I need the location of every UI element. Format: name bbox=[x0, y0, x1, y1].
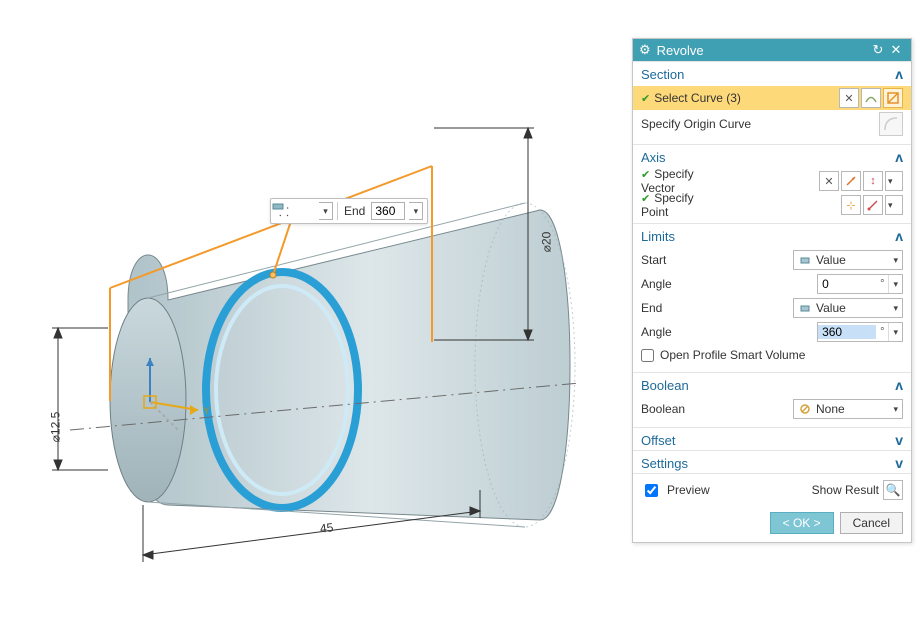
select-curve-row[interactable]: Select Curve (3) ✕ bbox=[633, 86, 911, 110]
onscreen-input-toolbar[interactable]: ⸬ ▾ End ▾ bbox=[270, 198, 428, 224]
specify-point-label: Specify Point bbox=[641, 191, 721, 219]
limits-dropdown-caret[interactable]: ▾ bbox=[319, 202, 333, 220]
value-icon bbox=[798, 302, 812, 314]
group-title-settings: Settings bbox=[641, 456, 688, 471]
sketch-section-icon[interactable]: ✕ bbox=[839, 88, 859, 108]
group-header-limits[interactable]: Limits ʌ bbox=[633, 223, 911, 246]
dimension-left-diameter bbox=[52, 328, 108, 470]
reset-icon[interactable]: ↻ bbox=[869, 42, 887, 58]
ok-button[interactable]: < OK > bbox=[770, 512, 834, 534]
group-header-offset[interactable]: Offset v bbox=[633, 427, 911, 450]
vector-dialog-icon[interactable]: ✕ bbox=[819, 171, 839, 191]
group-title-limits: Limits bbox=[641, 229, 675, 244]
limits-end-label: End bbox=[641, 301, 721, 315]
show-result-button[interactable]: 🔍 bbox=[883, 480, 903, 500]
dialog-titlebar[interactable]: ⚙ Revolve ↻ ✕ bbox=[633, 39, 911, 61]
value-icon bbox=[798, 254, 812, 266]
svg-text:Y: Y bbox=[203, 406, 210, 417]
group-title-boolean: Boolean bbox=[641, 378, 689, 393]
limits-end-angle-label: Angle bbox=[641, 325, 721, 339]
stop-at-intersection-icon[interactable] bbox=[883, 88, 903, 108]
limits-icon[interactable] bbox=[297, 202, 315, 220]
group-header-axis[interactable]: Axis ʌ bbox=[633, 144, 911, 167]
revolve-dialog: ⚙ Revolve ↻ ✕ Section ʌ Select Curve (3)… bbox=[632, 38, 912, 543]
limits-start-angle-label: Angle bbox=[641, 277, 721, 291]
model-canvas: Y bbox=[0, 0, 626, 619]
point-method-dropdown[interactable]: ▾ bbox=[885, 195, 903, 215]
chevron-up-icon: ʌ bbox=[895, 149, 903, 165]
vector-method-dropdown[interactable]: ▾ bbox=[885, 171, 903, 191]
preview-checkbox[interactable] bbox=[645, 484, 658, 497]
viewport-3d[interactable]: Y ⌀12.5 ⌀20 45 ⸬ ▾ End ▾ bbox=[0, 0, 626, 619]
select-curve-label: Select Curve (3) bbox=[641, 91, 741, 105]
show-result-label: Show Result bbox=[812, 483, 879, 497]
specify-origin-curve-button bbox=[879, 112, 903, 136]
cone-face-left bbox=[110, 298, 186, 502]
limits-start-label: Start bbox=[641, 253, 721, 267]
open-profile-label: Open Profile Smart Volume bbox=[660, 348, 805, 362]
group-title-axis: Axis bbox=[641, 150, 666, 165]
point-dialog-icon[interactable]: ⊹ bbox=[841, 195, 861, 215]
dialog-title-text: Revolve bbox=[657, 43, 704, 58]
open-profile-checkbox[interactable] bbox=[641, 349, 654, 362]
chevron-down-icon: v bbox=[895, 455, 903, 471]
point-constructor-icon[interactable] bbox=[863, 195, 883, 215]
boolean-label: Boolean bbox=[641, 402, 721, 416]
gear-icon[interactable]: ⚙ bbox=[639, 42, 651, 58]
close-icon[interactable]: ✕ bbox=[887, 42, 905, 58]
group-header-settings[interactable]: Settings v bbox=[633, 450, 911, 473]
reverse-vector-icon[interactable]: ↕ bbox=[863, 171, 883, 191]
cancel-button[interactable]: Cancel bbox=[840, 512, 903, 534]
chevron-up-icon: ʌ bbox=[895, 66, 903, 82]
group-header-section[interactable]: Section ʌ bbox=[633, 61, 911, 84]
limits-start-type-dropdown[interactable]: Value ▾ bbox=[793, 250, 903, 270]
group-title-offset: Offset bbox=[641, 433, 675, 448]
limits-end-type-dropdown[interactable]: Value ▾ bbox=[793, 298, 903, 318]
group-header-boolean[interactable]: Boolean ʌ bbox=[633, 372, 911, 395]
mini-end-angle-caret[interactable]: ▾ bbox=[409, 202, 423, 220]
dim-label-left-dia: ⌀12.5 bbox=[48, 412, 62, 443]
limits-end-angle-input[interactable]: ° ▾ bbox=[817, 322, 903, 342]
chevron-up-icon: ʌ bbox=[895, 377, 903, 393]
dim-label-right-dia: ⌀20 bbox=[539, 232, 553, 253]
inferred-vector-icon[interactable] bbox=[841, 171, 861, 191]
specify-origin-curve-label: Specify Origin Curve bbox=[641, 117, 879, 131]
mini-end-angle-input[interactable] bbox=[371, 202, 405, 220]
mini-label-end: End bbox=[342, 204, 367, 218]
preview-label: Preview bbox=[667, 483, 710, 497]
chevron-down-icon: v bbox=[895, 432, 903, 448]
group-title-section: Section bbox=[641, 67, 684, 82]
chevron-up-icon: ʌ bbox=[895, 228, 903, 244]
dim-label-length: 45 bbox=[319, 520, 334, 536]
curve-rule-icon[interactable] bbox=[861, 88, 881, 108]
boolean-dropdown[interactable]: None ▾ bbox=[793, 399, 903, 419]
none-icon bbox=[798, 403, 812, 415]
limits-start-angle-input[interactable]: ° ▾ bbox=[817, 274, 903, 294]
